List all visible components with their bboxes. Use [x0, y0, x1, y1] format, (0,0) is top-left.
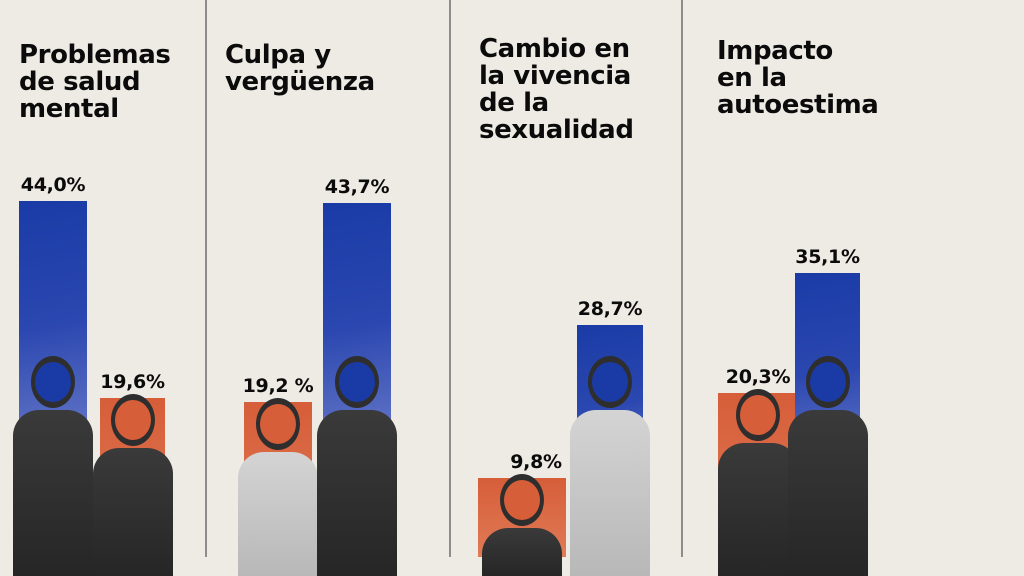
person-body — [718, 442, 798, 576]
bar-value-label: 19,6% — [100, 371, 165, 394]
bar-value-label: 35,1% — [795, 246, 860, 268]
person-body — [570, 410, 650, 576]
panel-divider — [449, 0, 451, 557]
panel-divider — [681, 0, 683, 557]
face-cover-icon — [740, 394, 776, 435]
face-cover-icon — [809, 362, 846, 402]
face-cover-icon — [504, 479, 540, 520]
face-cover-icon — [592, 362, 628, 402]
face-cover-icon — [260, 403, 296, 444]
person-body — [238, 451, 318, 576]
face-cover-icon — [339, 362, 375, 402]
panel-divider — [205, 0, 207, 557]
face-cover-icon — [114, 400, 151, 441]
person-body — [92, 448, 173, 576]
bar-value-label: 19,2 % — [242, 374, 314, 397]
bar-value-label: 20,3% — [725, 365, 791, 388]
panel-title-sexualidad: Cambio en la vivencia de la sexualidad — [479, 34, 634, 145]
person-body — [13, 410, 93, 576]
person-body — [482, 527, 562, 576]
bar-value-label: 9,8% — [510, 450, 562, 473]
person-body — [317, 410, 397, 576]
panel-title-salud-mental: Problemas de salud mental — [19, 40, 171, 124]
panel-title-culpa: Culpa y vergüenza — [225, 40, 375, 97]
bar-value-label: 44,0% — [20, 174, 86, 196]
face-cover-icon — [35, 362, 71, 402]
panel-title-autoestima: Impacto en la autoestima — [717, 36, 879, 120]
bar-value-label: 28,7% — [577, 297, 643, 320]
person-body — [787, 410, 868, 576]
bar-value-label: 43,7% — [324, 176, 390, 199]
